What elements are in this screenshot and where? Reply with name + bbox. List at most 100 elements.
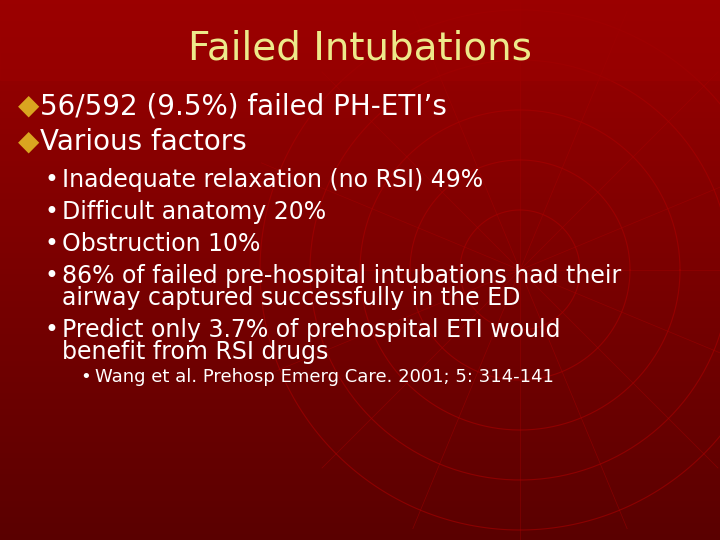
Text: Wang et al. Prehosp Emerg Care. 2001; 5: 314-141: Wang et al. Prehosp Emerg Care. 2001; 5:… xyxy=(95,368,554,386)
Bar xyxy=(0,518,720,524)
Bar xyxy=(0,421,720,427)
Bar xyxy=(0,378,720,383)
Bar xyxy=(0,162,720,167)
Bar xyxy=(0,481,720,486)
Bar xyxy=(0,135,720,140)
Bar xyxy=(0,335,720,340)
Bar xyxy=(0,0,720,5)
Bar xyxy=(0,383,720,389)
Bar xyxy=(0,11,720,16)
Bar xyxy=(0,205,720,211)
Bar xyxy=(0,232,720,238)
Bar xyxy=(0,194,720,200)
Bar xyxy=(0,65,720,70)
Bar xyxy=(0,92,720,97)
Bar xyxy=(0,286,720,292)
Text: •: • xyxy=(80,368,91,386)
Bar xyxy=(0,178,720,184)
Bar xyxy=(0,529,720,535)
Bar xyxy=(0,157,720,162)
Bar xyxy=(0,200,720,205)
Text: benefit from RSI drugs: benefit from RSI drugs xyxy=(62,340,328,364)
Bar xyxy=(0,367,720,373)
Bar xyxy=(0,151,720,157)
Bar xyxy=(0,362,720,367)
Text: Failed Intubations: Failed Intubations xyxy=(188,30,532,68)
Bar xyxy=(0,319,720,324)
Bar xyxy=(0,443,720,448)
Bar xyxy=(0,373,720,378)
Bar xyxy=(0,416,720,421)
Bar xyxy=(0,5,720,11)
Bar xyxy=(0,394,720,400)
Bar xyxy=(0,43,720,49)
Bar xyxy=(0,491,720,497)
Bar xyxy=(0,502,720,508)
Text: Inadequate relaxation (no RSI) 49%: Inadequate relaxation (no RSI) 49% xyxy=(62,168,483,192)
Bar xyxy=(0,405,720,410)
Bar xyxy=(0,356,720,362)
Text: airway captured successfully in the ED: airway captured successfully in the ED xyxy=(62,286,521,310)
Text: Predict only 3.7% of prehospital ETI would: Predict only 3.7% of prehospital ETI wou… xyxy=(62,318,560,342)
Text: •: • xyxy=(45,232,59,256)
Bar xyxy=(0,173,720,178)
Bar xyxy=(0,0,720,80)
Bar xyxy=(0,497,720,502)
Bar xyxy=(0,281,720,286)
Bar xyxy=(0,324,720,329)
Bar xyxy=(0,216,720,221)
Bar xyxy=(0,302,720,308)
Bar xyxy=(0,167,720,173)
Bar xyxy=(0,470,720,475)
Bar xyxy=(0,140,720,146)
Bar xyxy=(0,38,720,43)
Bar xyxy=(0,49,720,54)
Bar xyxy=(0,437,720,443)
Bar xyxy=(0,329,720,335)
Bar xyxy=(0,184,720,189)
Bar xyxy=(0,103,720,108)
Bar xyxy=(0,448,720,454)
Text: Difficult anatomy 20%: Difficult anatomy 20% xyxy=(62,200,326,224)
Bar xyxy=(0,270,720,275)
Bar xyxy=(0,221,720,227)
Bar xyxy=(0,346,720,351)
Text: ◆: ◆ xyxy=(18,92,40,120)
Bar xyxy=(0,292,720,297)
Bar xyxy=(0,508,720,513)
Bar xyxy=(0,351,720,356)
Bar xyxy=(0,211,720,216)
Bar xyxy=(0,32,720,38)
Text: Obstruction 10%: Obstruction 10% xyxy=(62,232,261,256)
Text: •: • xyxy=(45,264,59,288)
Bar xyxy=(0,238,720,243)
Bar xyxy=(0,340,720,346)
Bar xyxy=(0,475,720,481)
Bar xyxy=(0,513,720,518)
Bar xyxy=(0,81,720,86)
Bar xyxy=(0,275,720,281)
Text: ◆: ◆ xyxy=(18,128,40,156)
Bar xyxy=(0,400,720,405)
Bar xyxy=(0,70,720,76)
Bar xyxy=(0,454,720,459)
Bar xyxy=(0,464,720,470)
Text: •: • xyxy=(45,200,59,224)
Bar xyxy=(0,113,720,119)
Bar xyxy=(0,410,720,416)
Bar xyxy=(0,248,720,254)
Bar xyxy=(0,265,720,270)
Bar xyxy=(0,535,720,540)
Bar xyxy=(0,16,720,22)
Bar xyxy=(0,54,720,59)
Bar xyxy=(0,308,720,313)
Bar xyxy=(0,119,720,124)
Bar xyxy=(0,297,720,302)
Text: 56/592 (9.5%) failed PH-ETI’s: 56/592 (9.5%) failed PH-ETI’s xyxy=(40,92,447,120)
Bar xyxy=(0,97,720,103)
Bar xyxy=(0,22,720,27)
Bar xyxy=(0,76,720,81)
Bar xyxy=(0,259,720,265)
Bar xyxy=(0,459,720,464)
Bar xyxy=(0,130,720,135)
